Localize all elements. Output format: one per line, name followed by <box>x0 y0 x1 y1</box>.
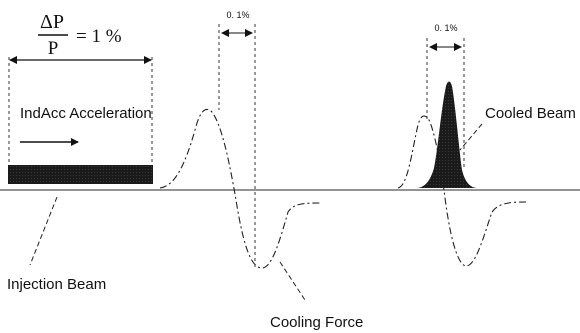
cooled-beam-label: Cooled Beam <box>485 105 576 122</box>
cooling-force-curve-left <box>159 108 323 269</box>
cooled-beam-leader <box>459 123 483 151</box>
injection-beam-label: Injection Beam <box>7 276 106 293</box>
cooling-force-leader <box>279 261 306 301</box>
formula-value: = 1 % <box>76 26 122 47</box>
spread-left-label: 0. 1% <box>226 10 249 20</box>
spread-bracket-right: 0. 1% <box>426 23 465 170</box>
formula-denominator: P <box>48 38 59 59</box>
injection-beam-bar <box>8 165 153 184</box>
spread-bracket-left: 0. 1% <box>218 10 256 268</box>
cooling-force-label: Cooling Force <box>270 314 363 331</box>
formula-numerator: ΔP <box>40 11 64 33</box>
injection-width-bracket <box>8 56 153 165</box>
acceleration-label: IndAcc Acceleration <box>20 105 152 122</box>
cooling-force-curve-right <box>397 115 527 267</box>
momentum-spread-formula: ΔP P = 1 % <box>38 11 122 59</box>
cooled-beam-peak <box>416 81 478 188</box>
spread-right-label: 0. 1% <box>434 23 457 33</box>
injection-beam-leader <box>29 196 58 266</box>
